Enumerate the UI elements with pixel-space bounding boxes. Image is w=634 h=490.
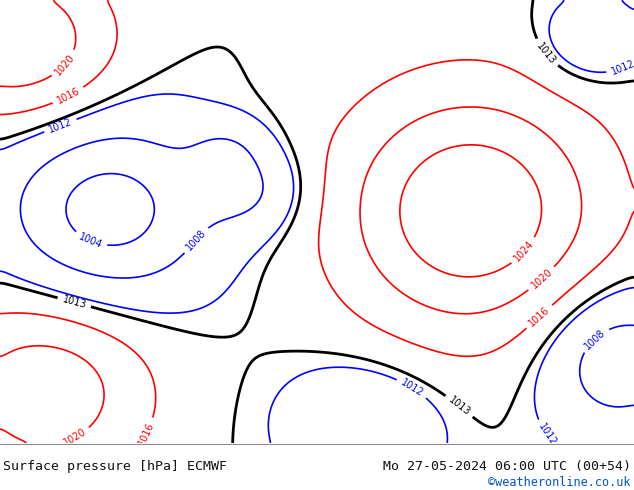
Text: 1016: 1016 bbox=[136, 420, 156, 447]
Text: 1012: 1012 bbox=[536, 421, 559, 447]
Text: 1013: 1013 bbox=[534, 41, 557, 66]
Text: 1020: 1020 bbox=[529, 267, 554, 291]
Text: ©weatheronline.co.uk: ©weatheronline.co.uk bbox=[488, 476, 631, 489]
Text: 1020: 1020 bbox=[61, 427, 88, 448]
Text: 1013: 1013 bbox=[61, 294, 87, 310]
Text: 1012: 1012 bbox=[47, 117, 74, 135]
Text: 1004: 1004 bbox=[77, 232, 104, 250]
Text: 1012: 1012 bbox=[609, 58, 634, 76]
Text: 1016: 1016 bbox=[55, 86, 82, 106]
Text: 1008: 1008 bbox=[184, 228, 208, 252]
Text: 1012: 1012 bbox=[399, 377, 425, 399]
Text: 1008: 1008 bbox=[583, 327, 607, 351]
Text: 1020: 1020 bbox=[53, 52, 77, 77]
Text: Surface pressure [hPa] ECMWF: Surface pressure [hPa] ECMWF bbox=[3, 460, 227, 473]
Text: 1024: 1024 bbox=[512, 239, 536, 264]
Text: Mo 27-05-2024 06:00 UTC (00+54): Mo 27-05-2024 06:00 UTC (00+54) bbox=[383, 460, 631, 473]
Text: 1013: 1013 bbox=[446, 394, 472, 417]
Text: 1016: 1016 bbox=[527, 305, 552, 329]
